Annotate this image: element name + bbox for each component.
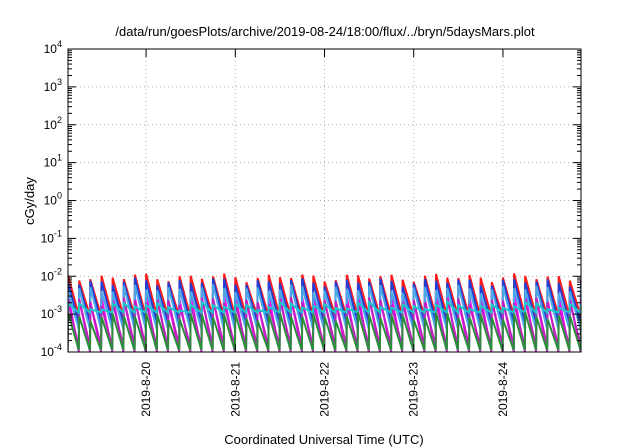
y-tick-label: 101	[44, 153, 62, 170]
y-axis-ticks: 10-4 10-3 10-2 10-1 100 101 102 103 104	[41, 39, 581, 359]
y-tick-label: 10-3	[41, 304, 62, 321]
series-line	[68, 299, 581, 315]
series-line	[68, 277, 581, 323]
series-line	[68, 311, 581, 351]
y-tick-label: 10-4	[41, 342, 62, 359]
x-axis-label: Coordinated Universal Time (UTC)	[224, 432, 423, 447]
x-tick-label: 2019-8-21	[228, 362, 242, 417]
y-tick-label: 104	[44, 39, 62, 56]
x-tick-label: 2019-8-20	[139, 362, 153, 417]
series-line	[68, 296, 581, 347]
series-line	[68, 284, 581, 330]
x-tick-label: 2019-8-22	[318, 362, 332, 417]
y-tick-label: 100	[44, 191, 62, 208]
x-tick-label: 2019-8-23	[407, 362, 421, 417]
data-series	[68, 273, 581, 352]
chart-title: /data/run/goesPlots/archive/2019-08-24/1…	[115, 24, 535, 39]
y-tick-label: 10-1	[41, 228, 62, 245]
y-tick-label: 10-2	[41, 266, 62, 283]
y-axis-label: cGy/day	[22, 177, 37, 225]
series-line	[68, 273, 581, 317]
y-tick-label: 102	[44, 115, 62, 132]
y-tick-label: 103	[44, 77, 62, 94]
x-tick-label: 2019-8-24	[496, 362, 510, 417]
x-axis-ticks: 2019-8-20 2019-8-21 2019-8-22 2019-8-23 2019…	[139, 49, 510, 417]
